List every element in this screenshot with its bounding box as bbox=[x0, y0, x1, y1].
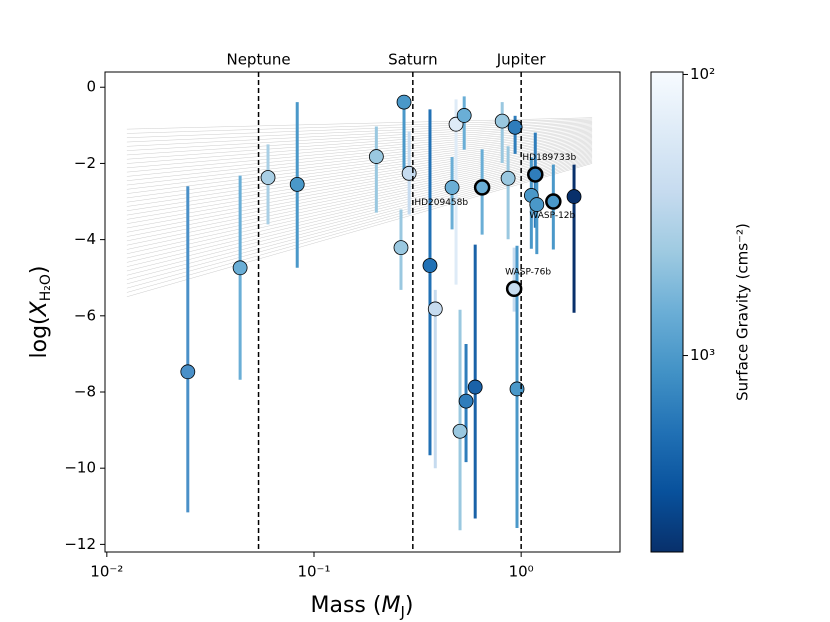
model-line bbox=[126, 159, 593, 285]
data-point bbox=[368, 149, 384, 164]
model-line bbox=[126, 135, 593, 194]
model-line bbox=[126, 137, 593, 203]
model-line bbox=[126, 143, 593, 224]
data-point bbox=[401, 165, 417, 181]
data-point bbox=[232, 260, 248, 276]
y-tick-label: 0 bbox=[86, 78, 96, 96]
y-tick-label: −4 bbox=[74, 230, 96, 248]
data-point bbox=[566, 189, 582, 204]
y-tick-label: −12 bbox=[64, 535, 96, 553]
reference-label: Saturn bbox=[388, 51, 438, 69]
annotation: WASP-76b bbox=[505, 267, 551, 277]
model-line bbox=[126, 147, 593, 242]
annotation: HD189733b bbox=[522, 153, 576, 163]
data-point bbox=[180, 364, 196, 380]
model-line bbox=[126, 142, 593, 220]
data-point bbox=[452, 423, 468, 439]
model-line bbox=[126, 153, 593, 263]
model-line bbox=[126, 146, 593, 237]
annotation: HD209458b bbox=[414, 198, 468, 208]
data-point bbox=[527, 166, 544, 183]
model-line bbox=[126, 149, 593, 246]
data-point bbox=[260, 170, 276, 185]
data-point bbox=[467, 379, 483, 395]
colorbar-label: Surface Gravity (cms⁻²) bbox=[734, 223, 752, 401]
model-line bbox=[126, 154, 593, 267]
model-line bbox=[126, 163, 593, 298]
model-line bbox=[126, 152, 593, 259]
plot-frame bbox=[104, 71, 621, 553]
reference-label: Neptune bbox=[226, 51, 290, 69]
data-point bbox=[458, 393, 474, 409]
data-point bbox=[444, 180, 460, 195]
data-point bbox=[396, 94, 412, 110]
y-tick-label: −8 bbox=[74, 383, 96, 401]
data-point bbox=[507, 119, 523, 135]
x-axis-label: Mass (MJ) bbox=[311, 593, 414, 621]
model-line bbox=[126, 162, 593, 293]
y-tick-label: −6 bbox=[74, 306, 96, 324]
data-point bbox=[427, 301, 443, 317]
x-tick-label: 10⁰ bbox=[509, 563, 534, 581]
reference-label: Jupiter bbox=[496, 51, 547, 69]
y-tick-label: −10 bbox=[64, 459, 96, 477]
data-point bbox=[494, 113, 510, 129]
model-line bbox=[126, 151, 593, 255]
model-line bbox=[126, 145, 593, 233]
data-point bbox=[505, 280, 523, 298]
data-point bbox=[473, 179, 491, 196]
data-point bbox=[500, 170, 516, 186]
data-point bbox=[509, 381, 525, 397]
colorbar-tick-label: 10² bbox=[690, 65, 715, 83]
y-tick-label: −2 bbox=[74, 154, 96, 172]
model-line bbox=[126, 150, 593, 250]
data-point bbox=[529, 197, 545, 212]
x-tick-label: 10⁻² bbox=[90, 563, 123, 581]
colorbar bbox=[650, 71, 684, 553]
x-tick-label: 10⁻¹ bbox=[297, 563, 330, 581]
y-axis-label: log(XH₂O) bbox=[27, 266, 54, 359]
model-line bbox=[126, 138, 593, 207]
data-point bbox=[545, 193, 562, 210]
data-point bbox=[422, 258, 438, 273]
data-point bbox=[456, 108, 472, 123]
data-point bbox=[393, 240, 409, 256]
model-line bbox=[126, 160, 593, 289]
model-line bbox=[126, 144, 593, 229]
colorbar-tick-label: 10³ bbox=[690, 346, 715, 364]
data-point bbox=[289, 176, 305, 192]
annotation: WASP-12b bbox=[529, 211, 575, 221]
